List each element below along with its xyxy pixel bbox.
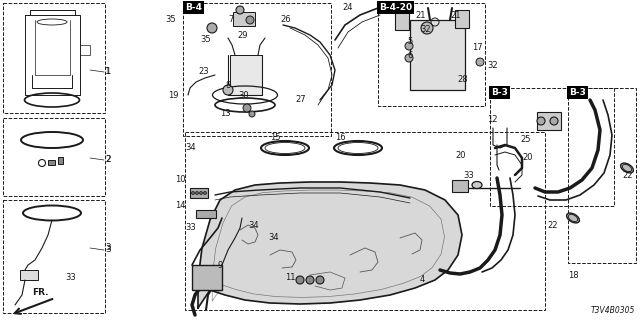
Text: 2: 2	[105, 156, 110, 164]
Bar	[3, 3, 105, 113]
Text: 12: 12	[487, 116, 497, 124]
Text: 18: 18	[568, 270, 579, 279]
Text: 11: 11	[285, 274, 296, 283]
Text: 34: 34	[185, 143, 196, 153]
Text: 22: 22	[547, 220, 557, 229]
Text: 31: 31	[380, 4, 390, 12]
Text: 22: 22	[622, 171, 632, 180]
Circle shape	[476, 58, 484, 66]
Text: 19: 19	[168, 91, 179, 100]
Text: 34: 34	[268, 234, 278, 243]
Circle shape	[550, 117, 558, 125]
Text: 20: 20	[455, 150, 465, 159]
Text: 15: 15	[270, 133, 280, 142]
Text: T3V4B0305: T3V4B0305	[591, 306, 635, 315]
Text: 10: 10	[175, 175, 186, 185]
Circle shape	[200, 191, 202, 195]
Bar	[196, 210, 216, 218]
Circle shape	[236, 6, 244, 14]
Bar	[490, 88, 614, 206]
Text: 8: 8	[225, 81, 230, 90]
Bar	[395, 12, 409, 30]
Text: 32: 32	[487, 60, 498, 69]
Circle shape	[405, 42, 413, 50]
Text: 5: 5	[407, 37, 412, 46]
Bar	[48, 160, 55, 165]
Bar	[20, 270, 38, 280]
Circle shape	[316, 276, 324, 284]
Circle shape	[537, 117, 545, 125]
Bar	[183, 3, 331, 136]
Text: 2: 2	[105, 156, 111, 164]
Text: 1: 1	[105, 68, 110, 76]
Ellipse shape	[621, 163, 634, 173]
Circle shape	[421, 22, 433, 34]
Text: 14: 14	[175, 201, 186, 210]
Circle shape	[223, 85, 233, 95]
Bar	[3, 118, 105, 196]
Circle shape	[191, 191, 195, 195]
Circle shape	[207, 23, 217, 33]
Text: 26: 26	[280, 15, 291, 25]
Circle shape	[204, 191, 207, 195]
Text: B-3: B-3	[491, 88, 508, 97]
Circle shape	[195, 191, 198, 195]
Text: 32: 32	[420, 26, 431, 35]
Text: 33: 33	[463, 171, 474, 180]
Circle shape	[246, 16, 254, 24]
Text: 7: 7	[228, 15, 234, 25]
Circle shape	[243, 104, 251, 112]
Text: 13: 13	[220, 108, 230, 117]
Ellipse shape	[472, 181, 482, 188]
Bar	[58, 157, 63, 164]
Circle shape	[249, 111, 255, 117]
Text: 28: 28	[457, 76, 468, 84]
Bar	[452, 180, 468, 192]
Bar	[537, 112, 561, 130]
Text: 34: 34	[248, 220, 259, 229]
Text: B-4: B-4	[185, 3, 202, 12]
Circle shape	[296, 276, 304, 284]
Text: 35: 35	[200, 36, 211, 44]
Circle shape	[405, 54, 413, 62]
Text: 3: 3	[105, 244, 110, 252]
Circle shape	[306, 276, 314, 284]
Text: 33: 33	[65, 274, 76, 283]
Text: 29: 29	[237, 30, 248, 39]
Text: 27: 27	[295, 95, 306, 105]
Text: B-3: B-3	[569, 88, 586, 97]
Text: 17: 17	[472, 44, 483, 52]
Text: 1: 1	[105, 68, 111, 76]
Text: 21: 21	[450, 11, 461, 20]
Text: 30: 30	[238, 91, 248, 100]
Bar	[190, 188, 208, 198]
Text: 4: 4	[420, 276, 425, 284]
Bar	[410, 20, 465, 90]
Bar	[233, 12, 255, 26]
Bar	[192, 265, 222, 290]
Text: 3: 3	[105, 245, 111, 254]
Text: 23: 23	[198, 68, 209, 76]
Bar	[185, 132, 545, 310]
Ellipse shape	[566, 213, 579, 223]
Text: 9: 9	[218, 260, 223, 269]
Text: 33: 33	[185, 223, 196, 233]
Text: 21: 21	[415, 11, 426, 20]
Text: 35: 35	[165, 15, 175, 25]
Text: 20: 20	[522, 154, 532, 163]
Text: 6: 6	[407, 51, 412, 60]
Bar	[455, 10, 469, 28]
Bar	[568, 88, 636, 263]
Polygon shape	[198, 182, 462, 308]
Text: 16: 16	[335, 133, 346, 142]
Text: 24: 24	[342, 4, 353, 12]
Text: B-4-20: B-4-20	[379, 3, 412, 12]
Bar	[230, 55, 262, 95]
Text: 25: 25	[520, 135, 531, 145]
Bar	[378, 3, 485, 106]
Bar	[3, 200, 105, 313]
Text: FR.: FR.	[32, 288, 48, 297]
